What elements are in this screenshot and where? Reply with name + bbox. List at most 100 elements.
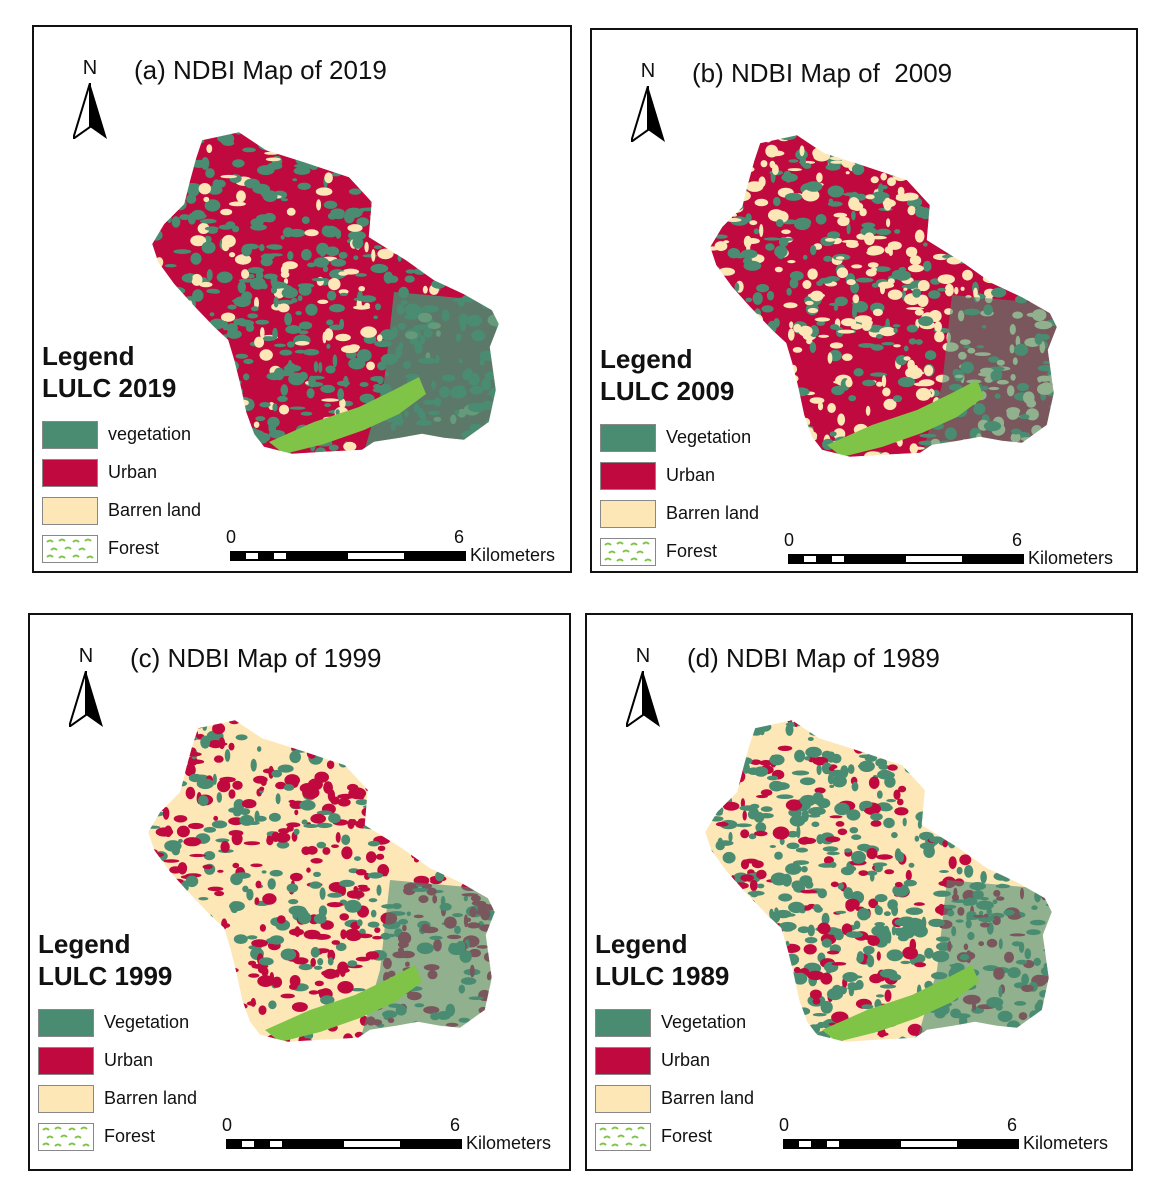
land-cover-patch [809,397,825,404]
land-cover-patch [710,290,715,298]
land-cover-patch [787,720,793,724]
land-cover-patch [843,887,853,900]
land-cover-patch [293,166,311,175]
land-cover-patch [196,996,211,1008]
land-cover-patch [1069,261,1075,273]
land-cover-patch [1039,797,1052,805]
land-cover-patch [807,292,825,299]
land-cover-patch [505,914,522,925]
land-cover-patch [310,813,326,824]
land-cover-patch [756,284,770,293]
land-cover-patch [1058,809,1073,821]
land-cover-patch [498,1009,504,1017]
land-cover-patch [1054,186,1057,197]
land-cover-patch [205,383,223,388]
land-cover-patch [301,846,311,855]
land-cover-patch [993,1036,1007,1042]
forest-zone [827,380,984,457]
land-cover-patch [861,1004,874,1010]
land-cover-patch [302,786,320,799]
land-cover-patch [310,957,316,967]
land-cover-patch [785,799,803,811]
land-cover-patch [789,277,799,289]
north-arrow-icon [626,671,660,727]
land-cover-patch [1059,980,1072,988]
map-title: (d) NDBI Map of 1989 [687,643,940,673]
land-cover-patch [814,317,831,322]
north-arrow: N [70,57,110,141]
land-cover-patch [914,382,931,387]
land-cover-patch [1045,1000,1052,1010]
land-cover-patch [492,999,495,1011]
land-cover-patch [326,226,336,231]
land-cover-patch [845,931,864,938]
land-cover-patch [179,214,191,221]
study-area-outline [151,131,500,455]
land-cover-patch [374,720,389,723]
land-cover-patch [494,155,499,167]
land-cover-patch [201,357,207,364]
land-cover-patch [430,195,446,203]
land-cover-patch [739,177,745,183]
land-cover-patch [513,303,525,312]
land-cover-patch [905,907,924,915]
land-cover-patch [709,734,726,745]
land-cover-patch [339,879,355,887]
land-cover-patch [1052,925,1066,934]
land-cover-patch [964,865,974,878]
land-cover-patch [333,746,341,756]
land-cover-patch [514,961,519,972]
land-cover-patch [522,355,535,364]
land-cover-patch [329,451,340,454]
land-cover-patch [734,347,745,360]
land-cover-patch [723,353,736,360]
land-cover-patch [810,245,817,256]
land-cover-patch [390,194,405,205]
land-cover-patch [176,913,192,927]
land-cover-patch [914,962,926,968]
land-cover-patch [201,241,216,254]
land-cover-patch [729,1000,738,1011]
land-cover-patch [1015,858,1030,862]
land-cover-patch [772,442,781,451]
land-cover-patch [1070,447,1081,453]
land-cover-patch [749,333,761,344]
land-cover-patch [774,1016,782,1021]
land-cover-patch [1061,185,1067,188]
land-cover-patch [970,808,983,822]
land-cover-patch [851,264,863,269]
land-cover-patch [220,208,233,216]
land-cover-patch [734,339,750,344]
land-cover-patch [786,830,800,838]
legend-title: Legend [600,344,693,374]
land-cover-patch [1066,219,1084,225]
land-cover-patch [192,289,204,302]
land-cover-patch [471,224,489,236]
land-cover-patch [480,1018,489,1024]
land-cover-patch [705,998,713,1004]
land-cover-patch [250,277,266,290]
land-cover-patch [786,842,800,850]
land-cover-patch [710,197,711,204]
land-cover-patch [1044,442,1057,454]
land-cover-patch [738,940,743,948]
land-cover-patch [158,884,169,895]
land-cover-patch [914,1035,921,1042]
land-cover-patch [912,924,928,938]
land-cover-patch [759,711,775,719]
land-cover-patch [827,950,840,955]
land-cover-patch [708,750,724,764]
land-cover-patch [144,455,161,462]
land-cover-patch [339,139,357,147]
land-cover-patch [1024,153,1036,159]
land-cover-patch [875,758,888,768]
land-cover-patch [519,965,532,977]
land-cover-patch [1006,831,1016,836]
land-cover-patch [313,361,319,373]
land-cover-patch [805,746,822,758]
land-cover-patch [745,934,762,943]
land-cover-patch [722,881,739,895]
land-cover-patch [152,154,158,167]
land-cover-patch [1059,748,1072,757]
land-cover-patch [1032,879,1043,892]
